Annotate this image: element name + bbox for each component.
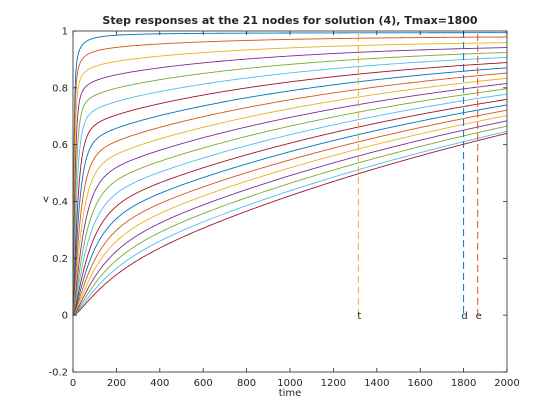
series-line-node-10 xyxy=(72,77,508,316)
y-tick-label: 0.2 xyxy=(52,254,68,265)
x-tick-label: 200 xyxy=(107,378,126,389)
series-line-node-15 xyxy=(72,104,508,316)
series-line-node-18 xyxy=(72,120,508,316)
y-tick-label: 1 xyxy=(62,27,68,38)
x-tick-label: 1200 xyxy=(321,378,346,389)
series-line-node-19 xyxy=(72,125,508,316)
series-line-node-5 xyxy=(72,52,508,316)
x-tick-label: 1400 xyxy=(364,378,389,389)
x-tick-label: 1800 xyxy=(451,378,476,389)
marker-label-d: d xyxy=(461,311,467,322)
series-line-node-17 xyxy=(72,115,508,316)
series-line-node-7 xyxy=(72,62,508,316)
series-line-node-20 xyxy=(72,130,508,316)
x-tick-label: 1000 xyxy=(277,378,302,389)
marker-label-e: e xyxy=(476,311,482,322)
series-line-node-9 xyxy=(72,72,508,316)
series-line-node-2 xyxy=(72,36,508,316)
x-tick-label: 1600 xyxy=(407,378,432,389)
x-tick-label: 0 xyxy=(70,378,76,389)
x-axis-label: time xyxy=(279,388,302,399)
x-tick-label: 800 xyxy=(237,378,256,389)
series-line-node-8 xyxy=(72,67,508,316)
y-tick-label: 0 xyxy=(62,311,68,322)
series-line-node-3 xyxy=(72,42,508,316)
y-tick-label: 0.4 xyxy=(52,197,68,208)
series-line-node-11 xyxy=(72,83,508,316)
y-tick-label: -0.2 xyxy=(48,368,68,379)
series-lines xyxy=(72,32,508,316)
y-axis-ticks: -0.2 0 0.2 0.4 0.6 0.8 1 xyxy=(48,27,507,379)
series-line-node-4 xyxy=(72,47,508,316)
y-axis-label: v xyxy=(43,194,49,205)
plot-area xyxy=(73,31,507,372)
series-line-node-12 xyxy=(72,88,508,316)
x-tick-label: 2000 xyxy=(494,378,519,389)
series-line-node-21 xyxy=(72,132,508,316)
series-line-node-1 xyxy=(72,32,507,316)
series-line-node-13 xyxy=(72,93,508,316)
series-line-node-14 xyxy=(72,98,508,316)
x-tick-label: 400 xyxy=(150,378,169,389)
y-tick-label: 0.8 xyxy=(52,83,68,94)
x-axis-ticks: 0 200 400 600 800 1000 1200 1400 1600 1800 2000 xyxy=(70,31,520,389)
x-tick-label: 600 xyxy=(194,378,213,389)
marker-label-t: t xyxy=(357,311,361,322)
series-line-node-6 xyxy=(72,56,508,316)
chart-title: Step responses at the 21 nodes for solut… xyxy=(102,14,477,27)
y-tick-label: 0.6 xyxy=(52,140,68,151)
series-line-node-16 xyxy=(72,109,508,316)
